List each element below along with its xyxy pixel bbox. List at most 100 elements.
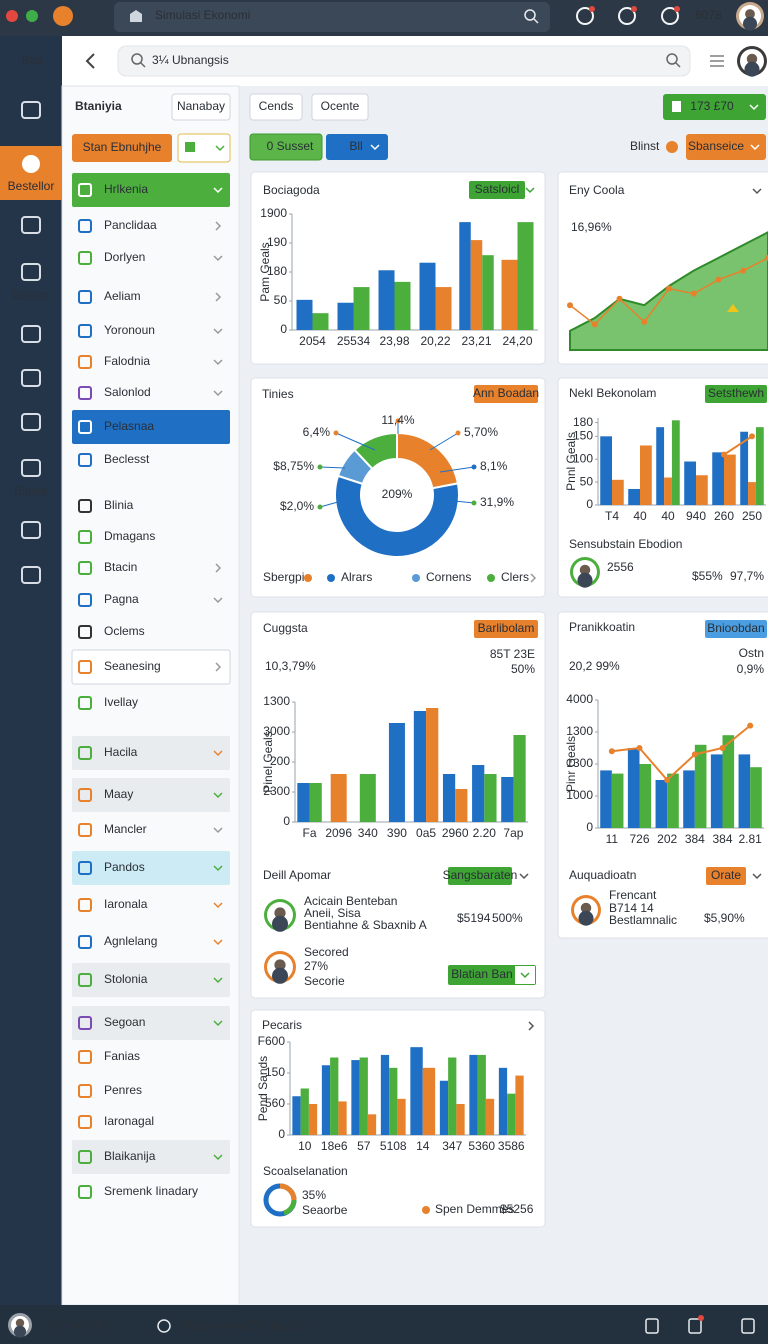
nav-icon[interactable] — [21, 101, 41, 119]
list-item[interactable] — [72, 1076, 230, 1106]
y-tick-label: 0 — [278, 1127, 285, 1141]
list-item[interactable] — [72, 378, 230, 408]
badge-label: Ann Boadan — [473, 386, 539, 400]
x-tick-label: 0a5 — [416, 826, 436, 840]
bar — [448, 1057, 457, 1135]
bar — [435, 287, 452, 330]
list-item[interactable] — [71, 649, 231, 685]
filter[interactable] — [249, 133, 323, 161]
avatar — [746, 53, 758, 65]
button[interactable] — [171, 93, 231, 121]
x-tick-label: 24,20 — [502, 334, 532, 348]
card-title: Eny Coola — [569, 183, 625, 197]
badge[interactable] — [706, 867, 746, 885]
bar — [439, 1080, 449, 1135]
list-item[interactable] — [72, 410, 230, 444]
bar — [367, 1114, 377, 1135]
nav-icon[interactable] — [21, 459, 41, 477]
item-icon — [78, 935, 92, 949]
nav-icon[interactable] — [21, 369, 41, 387]
badge-label: Sangsbaraten — [443, 868, 518, 882]
list-item[interactable] — [72, 553, 230, 583]
list-item[interactable] — [72, 445, 230, 475]
bar — [600, 770, 612, 828]
tab[interactable] — [311, 93, 369, 121]
row-text: B714 14 — [609, 901, 654, 915]
callout-dot — [395, 418, 401, 424]
footer-icon[interactable] — [688, 1318, 702, 1334]
bar — [748, 482, 756, 505]
bar — [482, 255, 494, 330]
secondary-button[interactable] — [686, 134, 766, 160]
chevron — [530, 573, 537, 583]
point — [721, 451, 727, 458]
action-button[interactable] — [72, 134, 172, 162]
bar — [469, 1054, 478, 1135]
button-label: Nanabay — [177, 99, 225, 113]
bar — [426, 708, 439, 822]
item-label: Btacin — [104, 560, 137, 574]
nav-icon[interactable] — [21, 566, 41, 584]
list-item[interactable] — [72, 1006, 230, 1040]
list-item[interactable] — [72, 963, 230, 997]
list-item[interactable] — [72, 585, 230, 615]
callout-line — [444, 499, 475, 504]
bar — [627, 748, 640, 828]
point — [765, 254, 768, 261]
nav-icon[interactable] — [21, 413, 41, 431]
list-item[interactable] — [72, 1042, 230, 1072]
nav-icon[interactable] — [21, 325, 41, 343]
list-item[interactable] — [72, 778, 230, 812]
bar — [359, 1057, 368, 1135]
list-item[interactable] — [72, 282, 230, 312]
nav-label: Blasre — [14, 484, 48, 498]
search-field[interactable] — [117, 45, 691, 77]
nav-icon[interactable] — [21, 216, 41, 234]
list-item[interactable] — [72, 851, 230, 885]
badge-label: Satsloicl — [475, 182, 520, 196]
badge[interactable] — [448, 867, 512, 885]
list-item[interactable] — [72, 890, 230, 920]
row-button[interactable] — [448, 965, 536, 985]
bar — [297, 783, 310, 822]
primary-button[interactable] — [663, 94, 766, 120]
badge[interactable] — [474, 385, 538, 403]
chevron — [752, 873, 762, 880]
dropdown[interactable] — [177, 133, 231, 163]
list-item[interactable] — [72, 1140, 230, 1174]
badge[interactable] — [469, 181, 525, 199]
bar — [380, 1054, 390, 1135]
badge[interactable] — [474, 620, 538, 638]
x-tick-label: 390 — [387, 826, 407, 840]
badge[interactable] — [705, 620, 767, 638]
list-item[interactable] — [72, 243, 230, 273]
list-item[interactable] — [72, 347, 230, 377]
footer-label: Dagaghoain Dnaggcain — [181, 1318, 306, 1332]
footer-icon[interactable] — [741, 1318, 755, 1334]
icon — [533, 18, 539, 24]
y-tick-label: 0 — [280, 322, 287, 336]
list-item[interactable] — [72, 688, 230, 718]
x-tick-label: 20,22 — [420, 334, 450, 348]
callout-label: $2,0% — [280, 499, 314, 513]
badge[interactable] — [705, 385, 767, 403]
item-label: Seanesing — [104, 659, 161, 673]
headline: 20,2 99% — [569, 659, 620, 673]
item-icon — [78, 251, 92, 265]
tab[interactable] — [249, 93, 303, 121]
list-item[interactable] — [72, 617, 230, 647]
filter[interactable] — [326, 134, 388, 160]
list-item[interactable] — [72, 815, 230, 845]
list-item[interactable] — [72, 491, 230, 521]
list-item[interactable] — [72, 173, 230, 207]
tab[interactable] — [114, 2, 550, 32]
footer-icon[interactable] — [645, 1318, 659, 1334]
nav-icon[interactable] — [21, 521, 41, 539]
x-tick-label: 384 — [712, 832, 732, 846]
y-tick-label: 150 — [573, 428, 593, 442]
list-item[interactable] — [72, 736, 230, 770]
callout-line — [439, 466, 475, 473]
chevron — [213, 902, 223, 909]
nav-icon[interactable] — [21, 263, 41, 281]
button-label: Blatian Ban — [451, 967, 512, 981]
